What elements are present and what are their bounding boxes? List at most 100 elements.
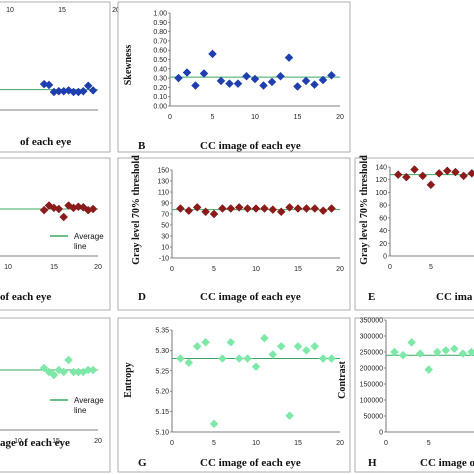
data-point	[276, 71, 285, 81]
data-point	[88, 204, 98, 214]
x-tick-label: 10	[14, 438, 22, 445]
y-tick-label: 1.00	[153, 11, 167, 18]
data-point	[318, 206, 328, 216]
data-point	[285, 411, 294, 421]
data-point	[259, 81, 268, 90]
y-tick-label: 0.50	[153, 57, 167, 64]
data-point	[216, 76, 226, 86]
legend-label: Average	[74, 396, 104, 405]
x-tick-label: 15	[52, 438, 60, 445]
x-tick-label: 10	[252, 266, 260, 273]
y-tick-label: 0.10	[153, 94, 167, 101]
data-point	[251, 362, 261, 372]
y-tick-label: 0.40	[153, 66, 167, 73]
data-point	[174, 73, 183, 83]
data-point	[192, 203, 202, 212]
data-point	[176, 354, 185, 363]
y-tick-label: 0	[383, 254, 387, 261]
y-tick-label: 0.70	[153, 38, 167, 45]
chart-panel-d: -10 10 30 50 70 90 110 130 150 0 5 10 15 20 CC image o…	[117, 155, 351, 311]
x-tick-label: 0	[170, 266, 174, 273]
chart-panel-a: 10 15 20 of each eye	[0, 1, 120, 153]
y-tick-label: 0.00	[153, 104, 167, 111]
data-point	[415, 349, 425, 358]
panel-letter: H	[368, 457, 377, 469]
y-tick-label: 70	[161, 212, 169, 219]
y-tick-label: 0	[379, 430, 383, 437]
x-tick-label: 10	[252, 440, 260, 447]
data-point	[458, 349, 468, 358]
data-point	[310, 204, 320, 213]
data-point	[192, 341, 202, 351]
y-tick-label: 250000	[360, 350, 383, 357]
data-point	[467, 169, 474, 178]
y-tick-label: 40	[379, 228, 387, 235]
panel-border	[0, 1, 111, 153]
legend-label-2: line	[74, 406, 87, 415]
data-point	[434, 169, 444, 178]
data-point	[39, 205, 49, 215]
panel-border	[354, 157, 474, 311]
y-tick-label: -10	[159, 256, 169, 263]
data-point	[234, 354, 244, 363]
data-point	[327, 204, 336, 213]
x-tick-label: 10	[6, 7, 14, 14]
x-tick-label: 20	[112, 7, 120, 14]
x-tick-label: 0	[384, 440, 388, 447]
data-point	[78, 86, 88, 96]
data-point	[327, 354, 336, 363]
panel-letter: D	[138, 291, 146, 303]
y-tick-label: 300000	[360, 334, 383, 341]
x-tick-label: 15	[294, 114, 302, 121]
data-point	[467, 347, 474, 357]
y-tick-label: 0.80	[153, 29, 167, 36]
y-axis-label: Contrast	[337, 360, 348, 398]
x-tick-label: 20	[336, 266, 344, 273]
data-point	[234, 203, 244, 212]
panel-border	[0, 317, 111, 473]
legend-label-2: line	[74, 242, 87, 251]
x-axis-label: of each eye	[0, 291, 51, 303]
data-point	[285, 203, 294, 212]
x-axis-label: CC image of each eye	[420, 457, 474, 469]
chart-panel-b: 0.00 0.10 0.20 0.30 0.40 0.50 0.60 0.70 0.80 0.90…	[117, 1, 351, 153]
x-tick-label: 0	[170, 440, 174, 447]
y-tick-label: 5.10	[155, 430, 169, 437]
x-tick-label: 15	[50, 264, 58, 271]
panel-letter: E	[368, 291, 375, 303]
data-point	[88, 365, 98, 375]
y-tick-label: 200000	[360, 366, 383, 373]
data-point	[44, 80, 54, 90]
data-point	[208, 49, 217, 59]
x-axis-label: CC ima	[436, 291, 473, 303]
data-point	[226, 337, 236, 347]
panel-border	[117, 157, 351, 311]
data-point	[233, 79, 243, 89]
data-point	[390, 347, 399, 357]
chart-panel-e: 0 20 40 60 80 100 120 140 0 5 CC ima E Gray level 70…	[354, 155, 474, 311]
data-point	[267, 77, 277, 87]
panel-letter: B	[138, 140, 146, 152]
x-axis-label: CC image of each eye	[200, 291, 301, 303]
data-point	[250, 74, 260, 84]
y-tick-label: 120	[375, 177, 387, 184]
data-point	[426, 180, 436, 190]
data-point	[293, 82, 302, 91]
data-point	[209, 419, 219, 429]
panel-border	[117, 317, 351, 473]
x-axis-label: CC image of each eye	[200, 457, 301, 469]
legend-label: Average	[74, 232, 104, 241]
y-tick-label: 350000	[360, 318, 383, 325]
data-point	[184, 206, 194, 216]
y-axis-label: Skewness	[123, 45, 134, 86]
data-point	[407, 338, 416, 347]
data-point	[184, 358, 194, 367]
panel-letter: G	[138, 457, 147, 469]
y-tick-label: 20	[379, 241, 387, 248]
y-tick-label: 5.35	[155, 328, 169, 335]
data-point	[318, 354, 328, 363]
data-point	[201, 337, 210, 347]
